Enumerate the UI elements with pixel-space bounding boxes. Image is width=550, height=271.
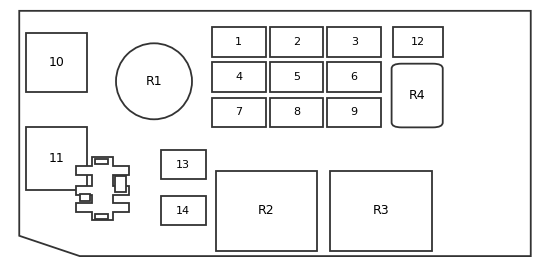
Text: 9: 9: [351, 108, 358, 117]
Bar: [80, 194, 90, 201]
Bar: [216, 171, 317, 251]
Text: R4: R4: [409, 89, 426, 102]
Bar: [95, 214, 108, 219]
Bar: [115, 176, 126, 192]
Bar: [393, 27, 443, 57]
Bar: [327, 98, 381, 127]
Bar: [212, 62, 266, 92]
Text: 2: 2: [293, 37, 300, 47]
Text: 4: 4: [235, 72, 242, 82]
Text: R1: R1: [146, 75, 162, 88]
Text: 5: 5: [293, 72, 300, 82]
Bar: [26, 127, 87, 190]
Bar: [212, 98, 266, 127]
Bar: [161, 196, 206, 225]
Bar: [327, 62, 381, 92]
Text: 3: 3: [351, 37, 358, 47]
Text: 13: 13: [176, 160, 190, 170]
Bar: [330, 171, 432, 251]
Bar: [327, 27, 381, 57]
Polygon shape: [76, 157, 129, 220]
FancyBboxPatch shape: [392, 64, 443, 127]
Polygon shape: [19, 11, 531, 256]
Bar: [161, 150, 206, 179]
Text: 8: 8: [293, 108, 300, 117]
Bar: [270, 62, 323, 92]
Ellipse shape: [116, 43, 192, 119]
Text: 1: 1: [235, 37, 242, 47]
Text: 7: 7: [235, 108, 242, 117]
Bar: [95, 159, 108, 164]
Bar: [26, 33, 87, 92]
Bar: [270, 27, 323, 57]
Text: R2: R2: [258, 204, 275, 217]
Text: R3: R3: [372, 204, 389, 217]
Text: 12: 12: [411, 37, 425, 47]
Bar: [270, 98, 323, 127]
Text: 11: 11: [49, 152, 64, 165]
Bar: [212, 27, 266, 57]
Text: 6: 6: [351, 72, 358, 82]
Text: 14: 14: [176, 206, 190, 216]
Text: 10: 10: [49, 56, 64, 69]
